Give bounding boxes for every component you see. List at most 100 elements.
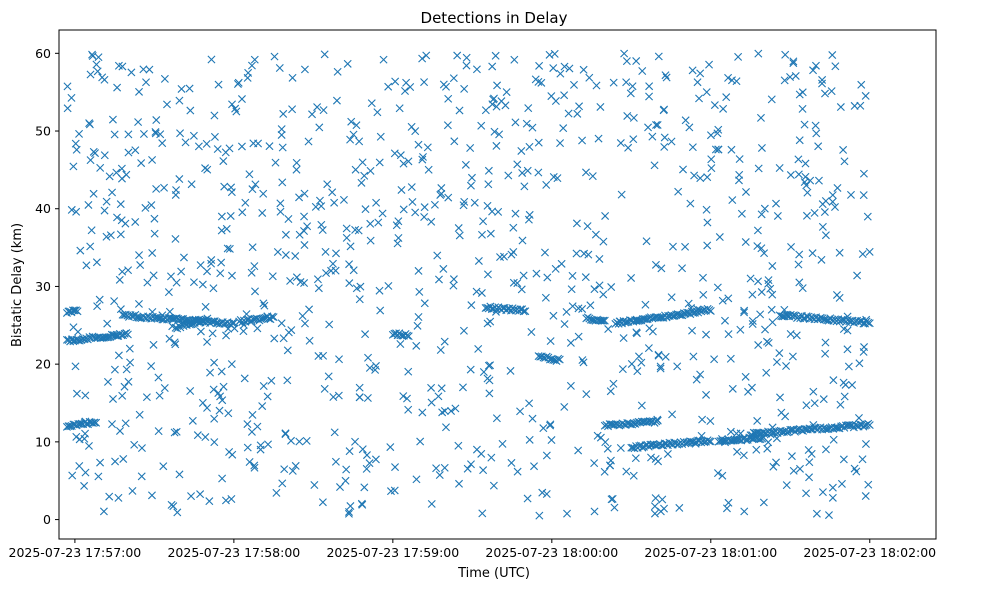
data-point [483, 270, 492, 279]
data-point [170, 338, 179, 347]
data-point [474, 344, 483, 353]
data-point [641, 300, 650, 309]
data-point [347, 117, 356, 126]
data-point [292, 165, 301, 174]
data-point [772, 358, 781, 367]
data-point [371, 455, 380, 464]
data-point [84, 441, 93, 450]
data-point [171, 234, 180, 243]
data-point [109, 394, 117, 403]
data-point [806, 176, 815, 185]
data-point [280, 465, 289, 474]
data-point [654, 52, 663, 61]
data-point [656, 313, 665, 322]
data-point [528, 123, 537, 132]
data-point [517, 146, 526, 155]
data-point [488, 62, 497, 71]
data-point [782, 481, 791, 490]
data-point [688, 143, 697, 152]
data-point [243, 420, 252, 429]
data-point [248, 185, 257, 194]
data-point [489, 94, 498, 103]
data-point [315, 123, 324, 132]
data-point [789, 466, 798, 475]
data-point [554, 354, 563, 363]
data-point [408, 197, 417, 206]
data-point [532, 269, 541, 278]
data-point [724, 73, 733, 82]
data-point [311, 202, 320, 211]
data-point [404, 405, 413, 414]
data-point [260, 301, 269, 310]
data-point [207, 317, 216, 326]
data-point [757, 288, 766, 297]
data-point [459, 326, 468, 335]
data-point [593, 431, 602, 440]
data-point [734, 176, 743, 185]
data-point [599, 290, 608, 299]
data-point [488, 100, 497, 109]
data-point [616, 139, 625, 148]
data-point [432, 464, 441, 473]
data-point [203, 267, 212, 276]
data-point [404, 367, 413, 376]
data-point [795, 136, 804, 145]
data-point [371, 365, 380, 374]
data-point [645, 92, 654, 101]
data-point [131, 217, 140, 226]
data-point [360, 171, 369, 180]
data-point [798, 284, 807, 293]
data-point [111, 457, 120, 466]
data-point [355, 295, 364, 304]
data-point [721, 316, 729, 325]
data-point [780, 305, 789, 314]
data-point [108, 420, 117, 429]
data-point [461, 160, 470, 169]
data-point [618, 365, 627, 374]
data-point [772, 458, 780, 467]
data-point [418, 155, 427, 164]
data-point [186, 387, 195, 396]
data-point [775, 164, 784, 173]
data-point [567, 285, 576, 294]
data-point [98, 73, 107, 82]
data-point [642, 237, 651, 246]
data-point [292, 273, 301, 282]
data-point [661, 352, 670, 361]
data-point [519, 271, 528, 280]
plot-area [62, 49, 874, 520]
data-point [419, 152, 427, 161]
data-point [102, 197, 111, 206]
data-point [786, 329, 795, 338]
data-point [424, 165, 433, 174]
data-point [653, 120, 662, 129]
data-point [818, 222, 827, 231]
data-point [734, 435, 743, 444]
data-point [809, 387, 818, 396]
data-point [673, 362, 682, 371]
data-point [481, 304, 490, 313]
y-tick-label: 40 [35, 201, 51, 216]
data-point [137, 472, 146, 481]
data-point [240, 374, 249, 383]
data-point [563, 509, 572, 518]
data-point [139, 130, 148, 139]
data-point [147, 491, 156, 500]
data-point [835, 248, 844, 257]
data-point [698, 415, 707, 424]
data-point [654, 351, 663, 360]
data-point [622, 78, 631, 87]
data-point [837, 316, 846, 325]
data-point [268, 272, 277, 281]
data-point [396, 340, 405, 348]
data-point [718, 471, 727, 480]
data-point [414, 266, 423, 275]
data-point [210, 132, 219, 141]
data-point [76, 246, 85, 255]
data-point [300, 212, 309, 221]
data-point [600, 316, 609, 325]
data-point [710, 101, 719, 110]
data-point [865, 319, 874, 328]
data-point [81, 468, 90, 477]
data-point [198, 280, 207, 289]
